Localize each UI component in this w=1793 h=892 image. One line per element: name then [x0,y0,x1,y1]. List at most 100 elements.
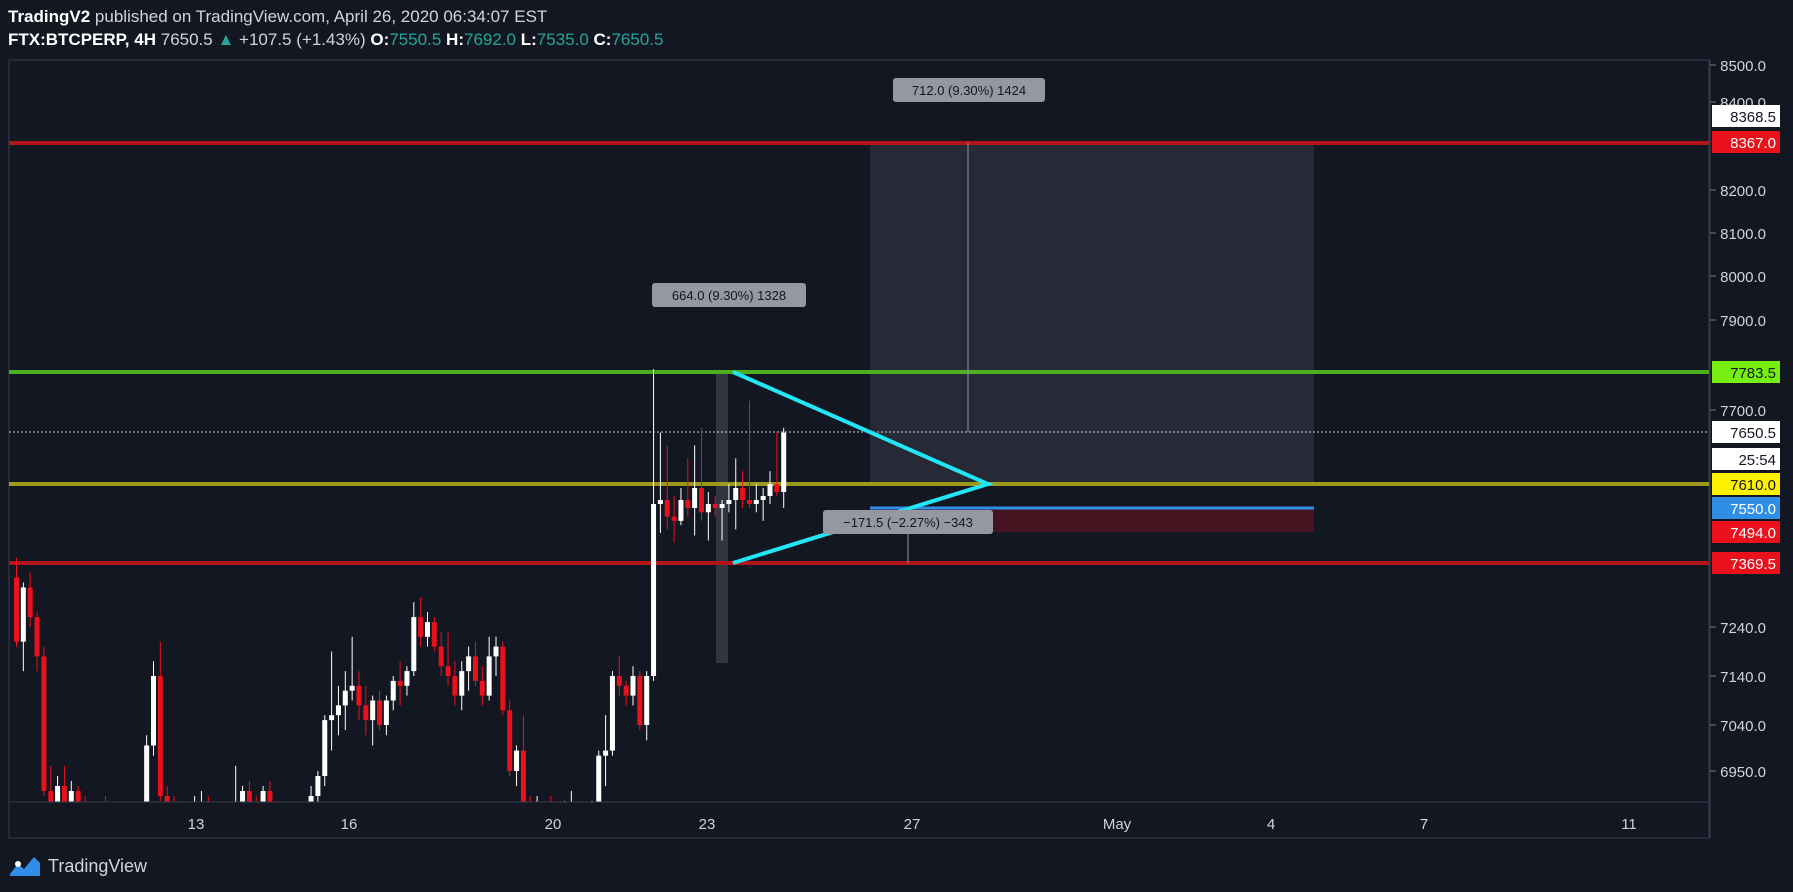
candle[interactable] [246,781,252,811]
candle[interactable] [206,796,211,826]
candle[interactable] [322,715,328,786]
candle[interactable] [452,661,458,706]
candle[interactable] [746,400,752,508]
candle[interactable] [68,781,74,821]
candle[interactable] [124,841,129,848]
candle[interactable] [651,369,657,681]
candle[interactable] [589,801,594,846]
candle[interactable] [199,791,204,821]
candle[interactable] [329,651,335,751]
candle[interactable] [383,695,389,736]
candle[interactable] [664,445,670,530]
candle[interactable] [96,806,101,846]
candle[interactable] [254,796,259,816]
candle[interactable] [89,816,94,846]
candle[interactable] [349,636,355,701]
candle[interactable] [459,661,465,711]
candle[interactable] [486,636,492,701]
candle[interactable] [733,458,739,530]
candle[interactable] [83,796,88,831]
candle[interactable] [616,656,622,696]
candle[interactable] [705,492,711,541]
candle[interactable] [377,690,383,731]
candle[interactable] [671,496,677,543]
candle[interactable] [562,801,567,836]
candle[interactable] [719,500,725,541]
candle[interactable] [699,427,704,521]
candle[interactable] [500,641,506,716]
candle[interactable] [34,612,40,672]
candle[interactable] [781,427,787,508]
candle[interactable] [117,831,122,848]
candle[interactable] [493,636,499,676]
candle[interactable] [75,786,81,816]
candle[interactable] [596,750,602,816]
candle[interactable] [623,680,629,706]
candle[interactable] [390,676,396,711]
candle[interactable] [712,496,718,517]
candle[interactable] [609,671,615,756]
candle[interactable] [418,597,424,647]
candle[interactable] [295,806,300,831]
candle[interactable] [61,765,67,816]
candle[interactable] [726,484,732,513]
brand-footer[interactable]: TradingView [8,854,147,878]
triangle-pattern[interactable] [732,370,994,565]
candle[interactable] [363,685,369,736]
candle[interactable] [27,572,33,627]
candle[interactable] [260,786,266,816]
candle[interactable] [192,796,197,826]
candle[interactable] [370,695,376,746]
candle[interactable] [548,796,553,826]
candle[interactable] [130,846,135,848]
candle[interactable] [144,735,150,848]
candle[interactable] [678,488,684,526]
candle[interactable] [692,445,698,536]
candle[interactable] [226,806,231,831]
candle[interactable] [164,786,170,816]
candle[interactable] [576,801,581,831]
candle[interactable] [657,432,663,533]
candle[interactable] [288,811,293,846]
candle[interactable] [445,631,451,686]
candle[interactable] [514,745,520,786]
candle[interactable] [685,458,691,517]
author-name[interactable]: TradingV2 [8,7,91,26]
candle[interactable] [41,646,47,796]
candle[interactable] [630,666,636,706]
candle[interactable] [281,816,286,841]
candle[interactable] [520,715,526,811]
candle[interactable] [55,776,61,811]
candle[interactable] [740,471,746,508]
candle[interactable] [220,816,225,848]
candle[interactable] [172,796,177,816]
candle[interactable] [438,631,444,676]
candle[interactable] [760,488,766,521]
candle[interactable] [103,796,108,826]
candle[interactable] [20,582,26,672]
candle[interactable] [637,671,643,731]
candle[interactable] [315,771,321,806]
candle[interactable] [479,666,485,706]
candle[interactable] [507,700,513,777]
candle[interactable] [356,671,362,721]
candle[interactable] [267,781,273,811]
candle[interactable] [335,685,341,736]
candle[interactable] [110,811,115,848]
candle[interactable] [774,432,780,496]
candle[interactable] [583,821,588,846]
candle[interactable] [603,715,609,786]
price-chart[interactable]: 712.0 (9.30%) 1424 664.0 (9.30%) 1328 −171… [0,58,1793,848]
candle[interactable] [213,816,218,846]
candle[interactable] [397,661,403,706]
candle[interactable] [767,471,773,504]
candle[interactable] [14,557,19,647]
candle[interactable] [48,765,54,811]
candle[interactable] [342,671,348,731]
candle[interactable] [411,602,417,676]
candle[interactable] [466,646,472,691]
candle[interactable] [274,801,279,831]
candle[interactable] [425,612,430,647]
candle[interactable] [240,786,246,816]
candle[interactable] [151,661,156,756]
